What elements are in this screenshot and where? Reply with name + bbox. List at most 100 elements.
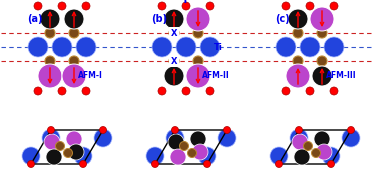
- Circle shape: [45, 28, 55, 38]
- Circle shape: [68, 144, 84, 160]
- Circle shape: [64, 149, 73, 157]
- Circle shape: [293, 28, 303, 38]
- Circle shape: [169, 56, 179, 66]
- Circle shape: [203, 160, 211, 167]
- Circle shape: [186, 7, 210, 31]
- Text: AFM-II: AFM-II: [202, 71, 230, 81]
- Circle shape: [58, 2, 66, 10]
- Circle shape: [330, 2, 338, 10]
- Circle shape: [324, 37, 344, 57]
- Circle shape: [293, 56, 303, 66]
- Circle shape: [282, 87, 290, 95]
- Circle shape: [342, 129, 360, 147]
- Circle shape: [158, 87, 166, 95]
- Circle shape: [74, 147, 92, 165]
- Circle shape: [270, 147, 288, 165]
- Circle shape: [80, 160, 87, 167]
- Circle shape: [45, 56, 55, 66]
- Circle shape: [306, 2, 314, 10]
- Circle shape: [151, 160, 158, 167]
- Circle shape: [186, 64, 210, 88]
- Circle shape: [206, 2, 214, 10]
- Circle shape: [34, 87, 42, 95]
- Circle shape: [294, 149, 310, 165]
- Circle shape: [304, 142, 312, 150]
- Circle shape: [69, 56, 79, 66]
- Circle shape: [55, 142, 64, 150]
- Circle shape: [218, 129, 236, 147]
- Circle shape: [166, 129, 184, 147]
- Circle shape: [66, 131, 82, 147]
- Circle shape: [282, 2, 290, 10]
- Circle shape: [206, 87, 214, 95]
- Circle shape: [164, 66, 184, 86]
- Circle shape: [34, 2, 42, 10]
- Circle shape: [58, 87, 66, 95]
- Circle shape: [52, 37, 72, 57]
- Circle shape: [94, 129, 112, 147]
- Circle shape: [182, 2, 190, 10]
- Circle shape: [317, 28, 327, 38]
- Circle shape: [200, 37, 220, 57]
- Text: Ti: Ti: [214, 43, 223, 51]
- Circle shape: [314, 131, 330, 147]
- Circle shape: [180, 142, 189, 150]
- Circle shape: [290, 129, 308, 147]
- Circle shape: [169, 28, 179, 38]
- Text: AFM-I: AFM-I: [78, 71, 103, 81]
- Circle shape: [295, 126, 302, 133]
- Circle shape: [170, 149, 186, 165]
- Circle shape: [152, 37, 172, 57]
- Circle shape: [82, 87, 90, 95]
- Circle shape: [146, 147, 164, 165]
- Circle shape: [62, 64, 86, 88]
- Circle shape: [322, 147, 340, 165]
- Circle shape: [311, 149, 321, 157]
- Text: X: X: [171, 57, 177, 66]
- Circle shape: [22, 147, 40, 165]
- Circle shape: [171, 126, 179, 133]
- Text: X: X: [171, 29, 177, 37]
- Circle shape: [99, 126, 106, 133]
- Circle shape: [187, 149, 196, 157]
- Text: AFM-III: AFM-III: [326, 71, 357, 81]
- Circle shape: [176, 37, 196, 57]
- Circle shape: [317, 56, 327, 66]
- Circle shape: [286, 64, 310, 88]
- Circle shape: [42, 129, 60, 147]
- Text: (b): (b): [151, 14, 167, 24]
- Circle shape: [276, 37, 296, 57]
- Circle shape: [48, 126, 55, 133]
- Circle shape: [193, 28, 203, 38]
- Circle shape: [224, 126, 231, 133]
- Circle shape: [316, 144, 332, 160]
- Circle shape: [69, 28, 79, 38]
- Circle shape: [193, 56, 203, 66]
- Circle shape: [76, 37, 96, 57]
- Circle shape: [310, 7, 334, 31]
- Circle shape: [28, 160, 35, 167]
- Circle shape: [190, 131, 206, 147]
- Circle shape: [164, 9, 184, 29]
- Circle shape: [288, 9, 308, 29]
- Circle shape: [46, 149, 62, 165]
- Circle shape: [347, 126, 355, 133]
- Circle shape: [198, 147, 216, 165]
- Circle shape: [276, 160, 282, 167]
- Circle shape: [158, 2, 166, 10]
- Circle shape: [182, 87, 190, 95]
- Circle shape: [312, 66, 332, 86]
- Text: (a): (a): [27, 14, 42, 24]
- Circle shape: [168, 134, 184, 150]
- Circle shape: [28, 37, 48, 57]
- Circle shape: [40, 9, 60, 29]
- Circle shape: [327, 160, 334, 167]
- Circle shape: [44, 134, 60, 150]
- Circle shape: [300, 37, 320, 57]
- Circle shape: [82, 2, 90, 10]
- Circle shape: [64, 9, 84, 29]
- Text: T: T: [182, 0, 188, 5]
- Circle shape: [192, 144, 208, 160]
- Circle shape: [306, 87, 314, 95]
- Circle shape: [330, 87, 338, 95]
